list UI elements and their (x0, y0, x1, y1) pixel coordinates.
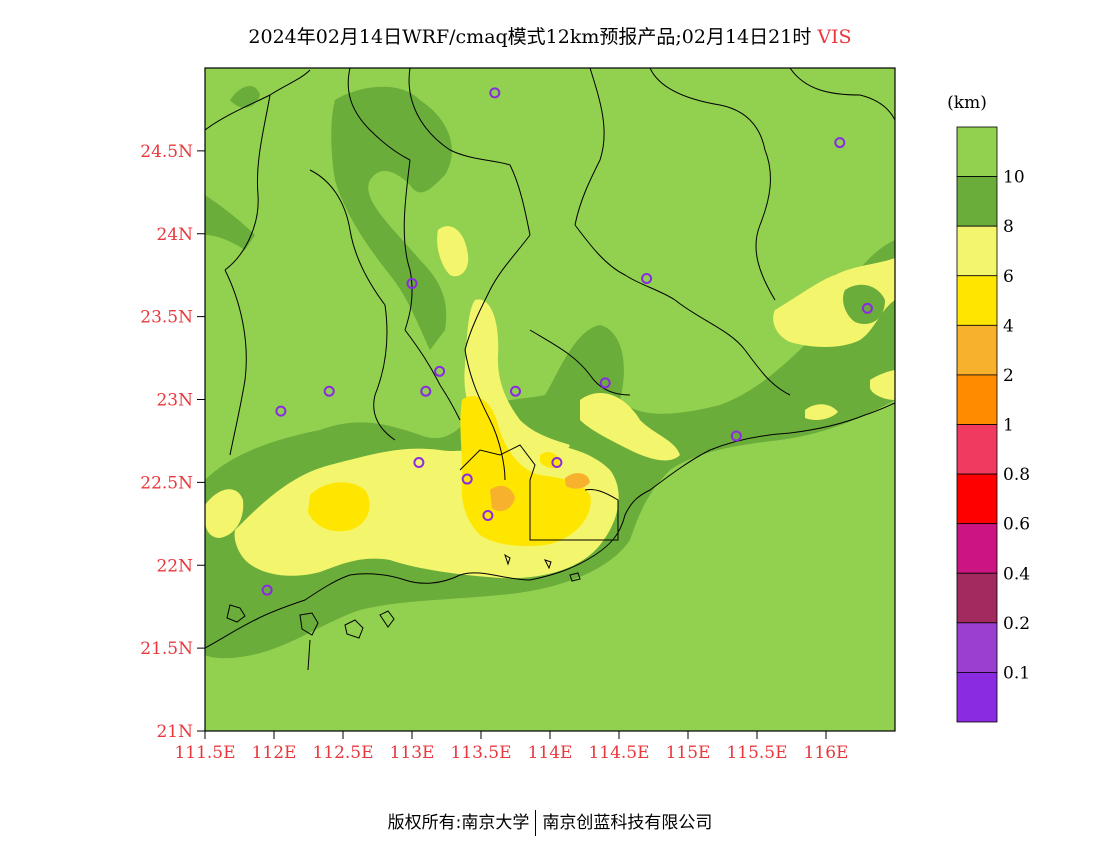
plot-area (205, 68, 895, 731)
color-legend: 10 8 6 4 2 1 0.8 0.6 0.4 0.2 0.1 (956, 126, 1030, 723)
x-tick-label: 112E (252, 743, 297, 763)
boundaries (205, 68, 895, 671)
x-tick-label: 114E (528, 743, 573, 763)
station-marker (834, 137, 846, 149)
footer-left: 版权所有:南京大学 (387, 813, 530, 833)
legend-label: 1 (1003, 416, 1014, 436)
y-tick-label: 22.5N (140, 473, 193, 493)
station-marker (261, 584, 273, 596)
footer: 版权所有:南京大学 南京创蓝科技有限公司 (0, 808, 1100, 836)
x-tick-label: 114.5E (588, 743, 649, 763)
station-marker (413, 456, 425, 468)
station-marker (461, 473, 473, 485)
vis-band-2 (490, 473, 590, 512)
x-tick-label: 115.5E (726, 743, 787, 763)
legend-swatch (956, 672, 998, 723)
y-tick-label: 23.5N (140, 308, 193, 328)
map-title: 2024年02月14日WRF/cmaq模式12km预报产品;02月14日21时 V… (0, 22, 1100, 49)
legend-swatch (956, 225, 998, 277)
station-marker (323, 385, 335, 397)
legend-swatch (956, 523, 998, 574)
x-tick-label: 111.5E (174, 743, 235, 763)
legend-unit: (km) (947, 93, 987, 113)
x-tick-label: 116E (804, 743, 849, 763)
legend-label: 6 (1003, 267, 1014, 287)
legend-label: 2 (1003, 366, 1014, 386)
x-tick-label: 112.5E (312, 743, 373, 763)
legend-swatch (956, 374, 998, 425)
legend-swatch (956, 572, 998, 624)
legend-label: 8 (1003, 217, 1014, 237)
title-variable: VIS (817, 26, 852, 48)
y-tick-label: 23N (156, 391, 193, 411)
legend-swatch (956, 126, 998, 177)
station-marker (641, 273, 653, 285)
legend-swatch (956, 176, 998, 227)
station-marker (275, 405, 287, 417)
x-tick-label: 113E (390, 743, 435, 763)
station-marker (510, 385, 521, 397)
station-marker (482, 510, 494, 522)
legend-label: 0.8 (1003, 465, 1030, 485)
y-tick-label: 21N (156, 722, 193, 742)
legend-swatch (956, 622, 998, 673)
footer-separator (535, 810, 537, 836)
y-tick-label: 22N (156, 556, 193, 576)
x-axis: 111.5E 112E 112.5E 113E 113.5E 114E 114.5E 115E… (174, 731, 848, 763)
legend-label: 0.4 (1003, 564, 1030, 584)
station-marker (489, 87, 501, 99)
station-markers (261, 87, 873, 596)
station-marker (406, 277, 418, 289)
legend-label: 0.6 (1003, 515, 1030, 535)
legend-label: 4 (1003, 316, 1014, 336)
station-marker (434, 365, 446, 377)
title-main: 2024年02月14日WRF/cmaq模式12km预报产品;02月14日21时 (248, 26, 812, 48)
station-marker (861, 302, 873, 314)
x-tick-label: 113.5E (450, 743, 511, 763)
station-marker (730, 430, 742, 442)
station-marker (420, 385, 432, 397)
legend-label: 0.2 (1003, 614, 1030, 634)
y-tick-label: 21.5N (140, 639, 193, 659)
legend-swatch (956, 473, 998, 525)
station-marker (599, 377, 611, 389)
y-tick-label: 24N (156, 225, 193, 245)
legend-swatch (956, 324, 998, 376)
y-tick-label: 24.5N (140, 142, 193, 162)
legend-swatch (956, 424, 998, 475)
station-marker (551, 456, 563, 468)
x-tick-label: 115E (666, 743, 711, 763)
legend-label: 0.1 (1003, 663, 1030, 683)
legend-swatch (956, 275, 998, 326)
legend-label: 10 (1003, 168, 1025, 188)
y-axis: 24.5N 24N 23.5N 23N 22.5N 22N 21.5N 21N (140, 142, 205, 742)
footer-right: 南京创蓝科技有限公司 (542, 813, 713, 833)
